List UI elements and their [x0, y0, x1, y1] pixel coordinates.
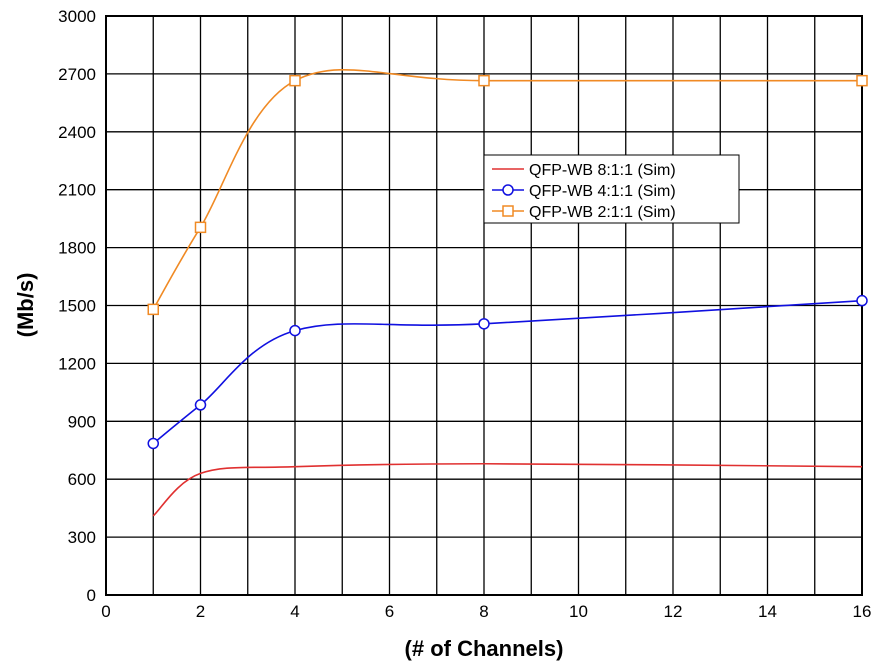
data-point-circle — [857, 296, 867, 306]
y-tick-label: 1500 — [58, 297, 96, 316]
data-point-circle — [148, 438, 158, 448]
data-point-circle — [479, 319, 489, 329]
x-axis-title: (# of Channels) — [405, 636, 564, 661]
y-tick-label: 600 — [68, 470, 96, 489]
x-tick-label: 12 — [664, 602, 683, 621]
data-point-circle — [196, 400, 206, 410]
y-tick-label: 2400 — [58, 123, 96, 142]
x-tick-label: 0 — [101, 602, 110, 621]
legend-marker-square — [503, 206, 513, 216]
data-point-square — [290, 76, 300, 86]
y-tick-label: 1800 — [58, 239, 96, 258]
x-tick-label: 16 — [853, 602, 872, 621]
y-tick-label: 300 — [68, 528, 96, 547]
x-tick-label: 6 — [385, 602, 394, 621]
legend: QFP-WB 8:1:1 (Sim) QFP-WB 4:1:1 (Sim) QFP-… — [484, 155, 739, 223]
y-tick-label: 900 — [68, 412, 96, 431]
y-tick-label: 1200 — [58, 354, 96, 373]
x-tick-label: 10 — [569, 602, 588, 621]
legend-label: QFP-WB 2:1:1 (Sim) — [529, 204, 676, 221]
data-point-square — [479, 76, 489, 86]
x-tick-label: 8 — [479, 602, 488, 621]
data-point-square — [857, 76, 867, 86]
y-tick-label: 3000 — [58, 7, 96, 26]
y-axis-title: (Mb/s) — [13, 273, 38, 338]
data-point-square — [148, 304, 158, 314]
legend-label: QFP-WB 8:1:1 (Sim) — [529, 162, 676, 179]
y-tick-label: 2100 — [58, 181, 96, 200]
legend-marker-circle — [503, 185, 513, 195]
data-point-square — [196, 222, 206, 232]
y-tick-label: 2700 — [58, 65, 96, 84]
x-tick-label: 14 — [758, 602, 777, 621]
y-tick-label: 0 — [87, 586, 96, 605]
x-tick-label: 4 — [290, 602, 299, 621]
x-tick-label: 2 — [196, 602, 205, 621]
legend-label: QFP-WB 4:1:1 (Sim) — [529, 183, 676, 200]
data-point-circle — [290, 326, 300, 336]
